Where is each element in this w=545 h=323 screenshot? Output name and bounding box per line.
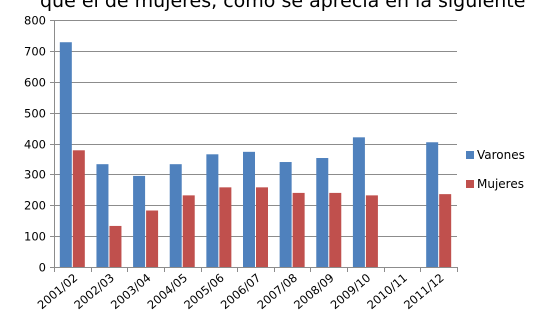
bar-varones-2003-04 bbox=[133, 175, 146, 267]
legend: Varones Mujeres bbox=[466, 148, 525, 191]
bar-mujeres-2002-03 bbox=[109, 225, 122, 267]
x-tick-label: 2006/07 bbox=[218, 271, 264, 312]
bar-varones-2011-12 bbox=[426, 142, 439, 267]
x-tick-label: 2002/03 bbox=[71, 271, 117, 312]
legend-label-varones: Varones bbox=[477, 148, 525, 162]
legend-swatch-mujeres bbox=[466, 180, 474, 188]
bar-mujeres-2003-04 bbox=[146, 210, 159, 267]
x-tick-label: 2009/10 bbox=[328, 271, 374, 312]
axes bbox=[54, 20, 457, 268]
legend-swatch-varones bbox=[466, 151, 474, 159]
bar-varones-2009-10 bbox=[352, 137, 365, 267]
clipped-body-text: que el de mujeres, como se aprecia en la… bbox=[40, 0, 526, 12]
x-tick-label: 2008/09 bbox=[291, 271, 337, 312]
bar-varones-2001-02 bbox=[59, 42, 72, 268]
bar-varones-2008-09 bbox=[316, 158, 329, 267]
x-tick-label: 2003/04 bbox=[108, 271, 154, 312]
bar-mujeres-2006-07 bbox=[256, 187, 268, 267]
y-tick-label: 800 bbox=[24, 14, 46, 28]
y-tick-label: 200 bbox=[24, 199, 46, 213]
y-tick-label: 500 bbox=[24, 107, 46, 121]
bar-mujeres-2011-12 bbox=[439, 194, 452, 267]
y-tick-label: 100 bbox=[24, 230, 46, 244]
bars bbox=[59, 42, 452, 268]
bar-varones-2002-03 bbox=[96, 164, 109, 267]
x-tick-label: 2005/06 bbox=[181, 271, 227, 312]
y-tick-label: 400 bbox=[24, 138, 46, 152]
y-tick-label: 700 bbox=[24, 45, 46, 59]
y-tick-label: 300 bbox=[24, 168, 46, 182]
x-tick-label: 2001/02 bbox=[35, 271, 81, 312]
x-axis-ticks: 2001/022002/032003/042004/052005/062006/… bbox=[35, 267, 458, 312]
bar-varones-2007-08 bbox=[279, 162, 292, 267]
bar-mujeres-2005-06 bbox=[219, 187, 232, 267]
x-tick-label: 2010/11 bbox=[364, 271, 410, 312]
bar-mujeres-2009-10 bbox=[365, 195, 378, 267]
bar-mujeres-2007-08 bbox=[292, 192, 305, 267]
bar-mujeres-2001-02 bbox=[72, 150, 85, 267]
bar-varones-2004-05 bbox=[169, 164, 182, 267]
y-tick-label: 0 bbox=[39, 261, 46, 275]
bar-varones-2006-07 bbox=[243, 151, 255, 267]
y-tick-label: 600 bbox=[24, 76, 46, 90]
x-tick-label: 2004/05 bbox=[145, 271, 191, 312]
bar-mujeres-2008-09 bbox=[329, 192, 342, 267]
legend-label-mujeres: Mujeres bbox=[477, 177, 524, 191]
x-tick-label: 2011/12 bbox=[401, 271, 447, 312]
bar-mujeres-2004-05 bbox=[182, 195, 195, 267]
y-axis-ticks: 0 100 200 300 400 500 600 700 800 bbox=[24, 14, 54, 275]
x-tick-label: 2007/08 bbox=[254, 271, 300, 312]
bar-varones-2005-06 bbox=[206, 154, 219, 267]
gridlines bbox=[54, 20, 457, 237]
